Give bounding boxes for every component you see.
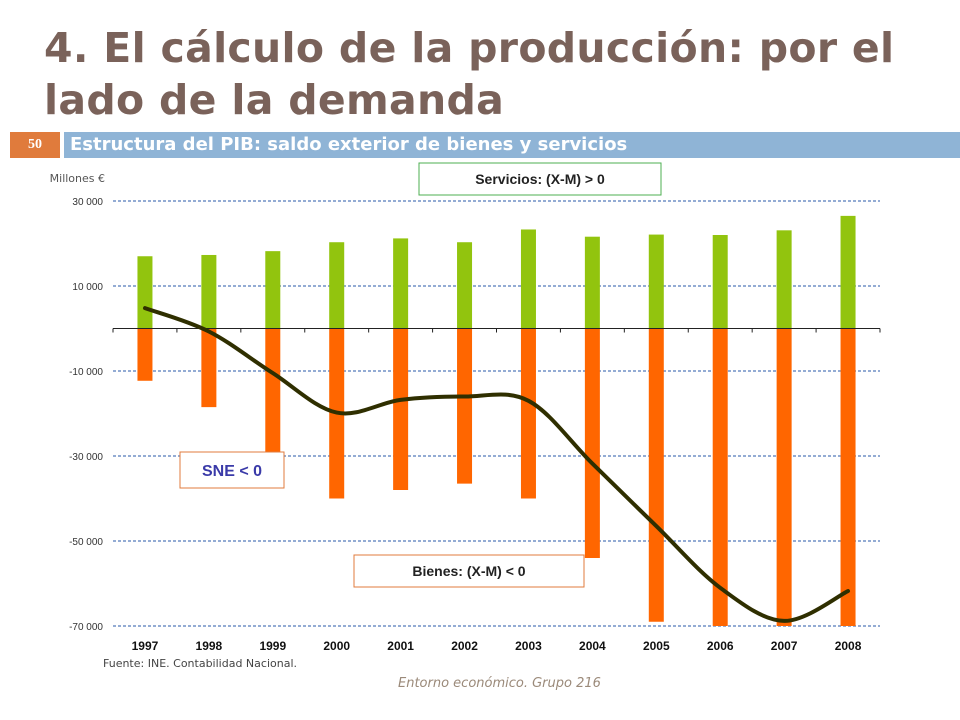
servicios-annotation-box (418, 162, 662, 196)
bienes-bar (584, 328, 600, 558)
bienes-bar (265, 328, 281, 454)
servicios-annotation-label: Servicios: (X-M) > 0 (475, 171, 605, 187)
source-note: Fuente: INE. Contabilidad Nacional. (103, 657, 297, 670)
servicios-bar (520, 229, 536, 329)
section-title: Estructura del PIB: saldo exterior de bi… (64, 132, 960, 158)
x-tick-label: 2008 (835, 639, 862, 653)
bienes-bar (137, 328, 153, 381)
x-tick-label: 1997 (132, 639, 159, 653)
sne-annotation-box (179, 451, 285, 489)
bienes-bar (840, 328, 856, 626)
servicios-bar (712, 235, 728, 329)
bienes-annotation-label: Bienes: (X-M) < 0 (412, 563, 525, 579)
bienes-annotation-box (353, 554, 585, 588)
x-tick-label: 2005 (643, 639, 670, 653)
bienes-bar (393, 328, 409, 490)
servicios-bar (137, 256, 153, 329)
servicios-bar (584, 236, 600, 329)
x-tick-label: 2001 (387, 639, 414, 653)
servicios-bar (648, 234, 664, 329)
slide-number: 50 (10, 132, 60, 158)
bienes-bar (712, 328, 728, 626)
x-tick-label: 2002 (451, 639, 478, 653)
x-tick-label: 1998 (196, 639, 223, 653)
x-tick-label: 2003 (515, 639, 542, 653)
y-tick-label: 30 000 (72, 197, 103, 208)
y-tick-label: -50 000 (69, 537, 103, 548)
bienes-bar (520, 328, 536, 499)
y-axis-label: Millones € (50, 172, 105, 185)
y-tick-label: -30 000 (69, 452, 103, 463)
x-tick-label: 2007 (771, 639, 798, 653)
bienes-bar (457, 328, 473, 484)
servicios-bar (201, 254, 217, 329)
sne-line (143, 306, 850, 623)
x-tick-label: 2006 (707, 639, 734, 653)
bienes-bar (776, 328, 792, 626)
servicios-bar (457, 242, 473, 329)
servicios-bar (393, 238, 409, 329)
y-tick-label: -10 000 (69, 367, 103, 378)
bienes-bar (201, 328, 217, 408)
slide-title: 4. El cálculo de la producción: por el l… (44, 24, 895, 124)
x-tick-label: 2004 (579, 639, 606, 653)
bienes-bar (648, 328, 664, 622)
footer-text: Entorno económico. Grupo 216 (398, 676, 601, 691)
x-tick-label: 2000 (323, 639, 350, 653)
servicios-bar (265, 251, 281, 329)
servicios-bar (776, 230, 792, 329)
y-tick-label: -70 000 (69, 622, 103, 633)
sne-annotation-label: SNE < 0 (202, 463, 262, 480)
servicios-bar (329, 242, 345, 329)
servicios-bar (840, 215, 856, 329)
y-tick-label: 10 000 (72, 282, 103, 293)
x-tick-label: 1999 (259, 639, 286, 653)
